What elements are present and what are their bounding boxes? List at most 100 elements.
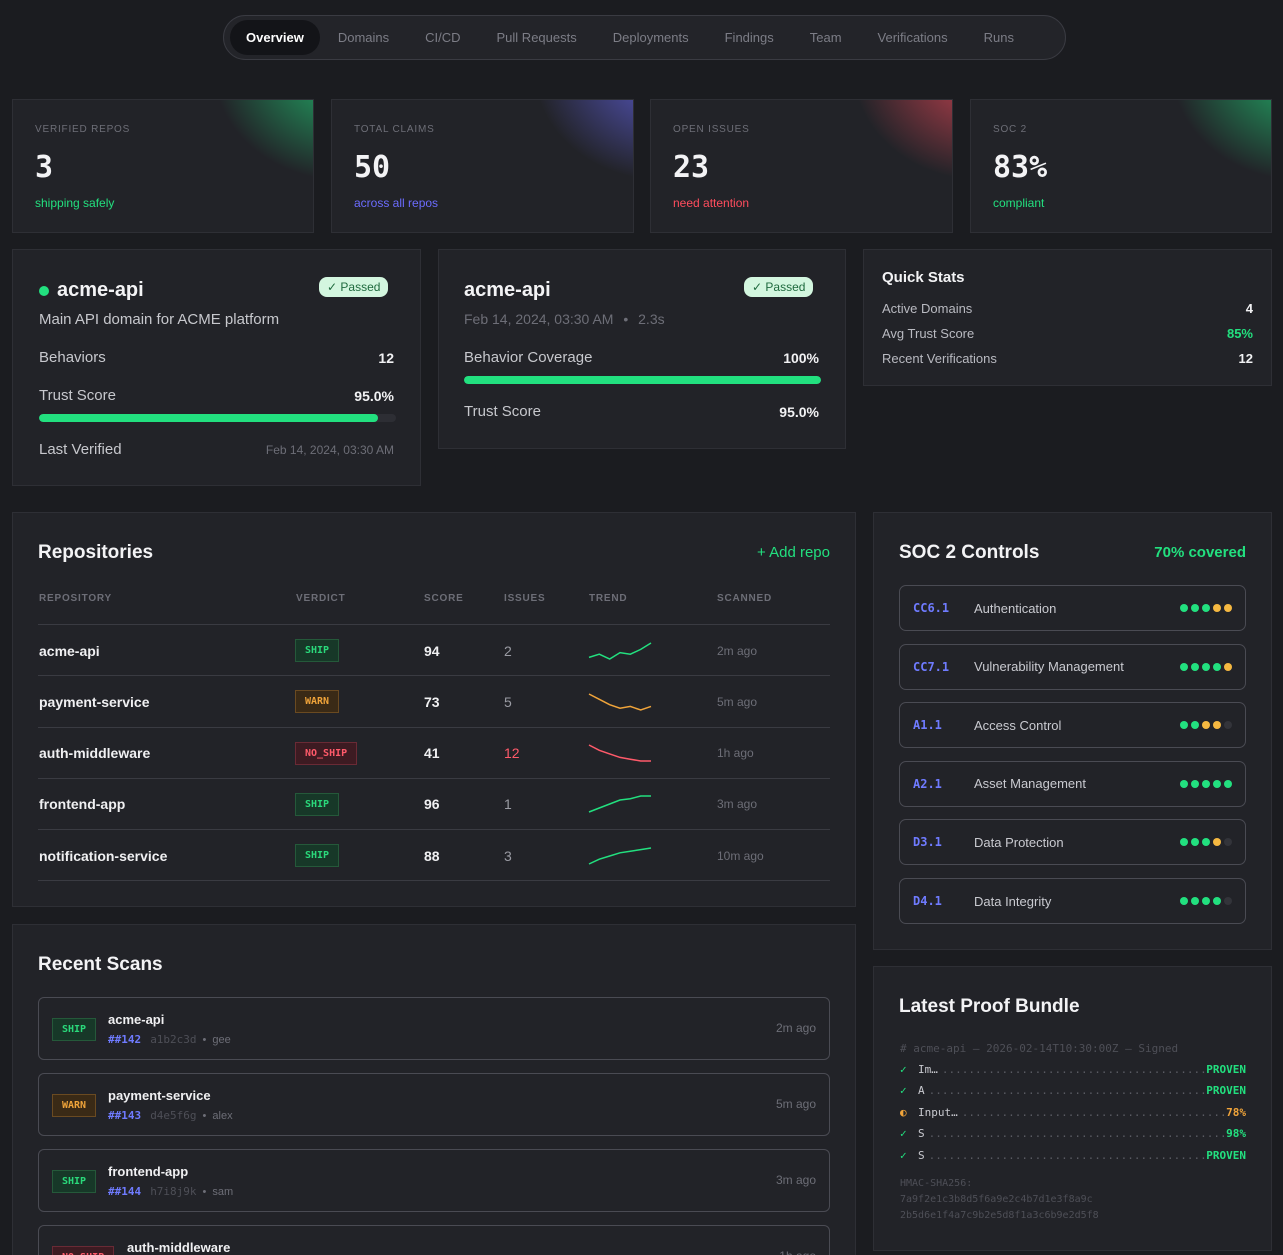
- table-row[interactable]: payment-service WARN 73 5 5m ago: [38, 675, 830, 726]
- scan-time: 5m ago: [775, 1097, 816, 1111]
- repo-name[interactable]: frontend-app: [39, 796, 126, 813]
- status-dot: [1224, 779, 1232, 788]
- quick-stat-label: Avg Trust Score: [882, 326, 975, 341]
- repo-name[interactable]: payment-service: [39, 693, 150, 710]
- proof-bundle-title: Latest Proof Bundle: [899, 996, 1080, 1017]
- stat-card-total-claims: TOTAL CLAIMS 50 across all repos: [331, 99, 634, 233]
- add-repo-button[interactable]: + Add repo: [757, 544, 830, 561]
- dot-leader: ........................................…: [961, 1105, 1227, 1119]
- verdict-badge: SHIP: [52, 1018, 97, 1041]
- scan-item[interactable]: WARN payment-service ##143 d4e5f6g • alex 5m …: [38, 1073, 830, 1136]
- column-header-trend[interactable]: TREND: [589, 593, 628, 604]
- card-glow: [842, 100, 952, 190]
- repo-scanned: 1h ago: [717, 746, 754, 761]
- verdict-badge: NO_SHIP: [295, 741, 358, 765]
- repo-issues: 12: [504, 745, 520, 762]
- tab-ci-cd[interactable]: CI/CD: [425, 30, 461, 45]
- pr-link[interactable]: ##143: [108, 1109, 142, 1122]
- stat-value: 83%: [993, 150, 1048, 185]
- dot-leader: ........................................…: [941, 1063, 1207, 1076]
- verdict-badge: WARN: [295, 690, 340, 714]
- proof-header: # acme-api — 2026-02-14T10:30:00Z — Sign…: [900, 1042, 1179, 1055]
- scan-item[interactable]: NO_SHIP auth-middleware 1h ago: [38, 1225, 830, 1255]
- tab-findings[interactable]: Findings: [724, 30, 774, 45]
- status-dot: [1180, 838, 1188, 847]
- status-dot: [1202, 604, 1210, 612]
- control-name: Access Control: [974, 717, 1062, 733]
- tab-pull-requests[interactable]: Pull Requests: [496, 30, 577, 45]
- tab-deployments[interactable]: Deployments: [612, 30, 689, 45]
- verdict-badge: SHIP: [52, 1170, 97, 1193]
- scan-item[interactable]: SHIP acme-api ##142 a1b2c3d • gee 2m ago: [38, 997, 830, 1060]
- status-dot: [1180, 604, 1188, 612]
- coverage-fill: [464, 376, 821, 384]
- meta-separator: •: [202, 1186, 207, 1198]
- status-dot: [1202, 897, 1210, 905]
- tab-verifications[interactable]: Verifications: [877, 30, 948, 45]
- repositories-panel: Repositories + Add repo REPOSITORY VERDI…: [12, 512, 856, 907]
- status-dot: [1213, 897, 1221, 905]
- repo-name[interactable]: auth-middleware: [39, 745, 151, 762]
- verification-card[interactable]: acme-api ✓ Passed Feb 14, 2024, 03:30 AM…: [438, 249, 846, 449]
- column-header-issues[interactable]: ISSUES: [504, 593, 546, 604]
- trend-sparkline: [588, 795, 651, 814]
- soc2-control-a1-1[interactable]: A1.1 Access Control: [899, 702, 1246, 749]
- quick-stats-panel: Quick Stats Active Domains 4 Avg Trust S…: [863, 249, 1272, 386]
- table-row[interactable]: frontend-app SHIP 96 1 3m ago: [38, 777, 830, 830]
- column-header-scanned[interactable]: SCANNED: [717, 593, 773, 604]
- control-status-dots: [1180, 897, 1232, 905]
- scan-author: alex: [212, 1110, 233, 1122]
- soc2-control-cc7-1[interactable]: CC7.1 Vulnerability Management: [899, 643, 1246, 690]
- trend-sparkline: [588, 744, 651, 762]
- quick-stat-value: 12: [1238, 351, 1253, 366]
- behaviors-value: 12: [378, 350, 394, 366]
- status-dot: [1213, 604, 1221, 612]
- hmac-line-1: 7a9f2e1c3b8d5f6a9e2c4b7d1e3f8a9c: [900, 1194, 1093, 1205]
- status-dot: [1202, 838, 1210, 847]
- soc2-control-cc6-1[interactable]: CC6.1 Authentication: [899, 585, 1246, 631]
- scan-item[interactable]: SHIP frontend-app ##144 h7i8j9k • sam 3m ago: [38, 1149, 830, 1212]
- column-header-repository[interactable]: REPOSITORY: [39, 593, 113, 604]
- status-badge: ✓ Passed: [319, 277, 389, 297]
- verdict-badge: SHIP: [295, 639, 340, 662]
- trust-score-value: 95.0%: [354, 388, 394, 404]
- column-header-verdict[interactable]: VERDICT: [296, 593, 346, 604]
- soc2-coverage: 70% covered: [1154, 544, 1246, 561]
- control-status-dots: [1180, 721, 1232, 730]
- proof-result: PROVEN: [1206, 1084, 1246, 1098]
- repo-scanned: 5m ago: [717, 694, 758, 709]
- scan-time: 2m ago: [775, 1021, 816, 1035]
- stat-label: OPEN ISSUES: [673, 124, 750, 135]
- control-status-dots: [1180, 662, 1232, 671]
- proof-status-icon: ✓: [900, 1148, 907, 1162]
- status-dot: [1202, 662, 1210, 671]
- recent-scans-title: Recent Scans: [38, 954, 163, 975]
- domain-card[interactable]: acme-api ✓ Passed Main API domain for AC…: [12, 249, 421, 486]
- scan-meta: ##143 d4e5f6g • alex: [108, 1109, 233, 1122]
- repo-name[interactable]: acme-api: [39, 642, 100, 659]
- tab-domains[interactable]: Domains: [337, 30, 390, 45]
- verification-duration: 2.3s: [638, 311, 665, 327]
- control-name: Asset Management: [974, 776, 1087, 792]
- table-row[interactable]: acme-api SHIP 94 2 2m ago: [38, 624, 830, 675]
- scan-meta: ##144 h7i8j9k • sam: [108, 1185, 233, 1198]
- soc2-control-a2-1[interactable]: A2.1 Asset Management: [899, 760, 1246, 807]
- tab-team[interactable]: Team: [809, 30, 842, 45]
- tab-overview[interactable]: Overview: [230, 20, 320, 55]
- scan-time: 3m ago: [775, 1173, 816, 1187]
- pr-link[interactable]: ##142: [108, 1033, 142, 1046]
- table-row[interactable]: auth-middleware NO_SHIP 41 12 1h ago: [38, 726, 830, 778]
- repo-scanned: 10m ago: [717, 848, 764, 863]
- repo-scanned: 3m ago: [717, 797, 758, 812]
- verdict-cell: SHIP: [295, 779, 340, 830]
- soc2-control-d4-1[interactable]: D4.1 Data Integrity: [899, 878, 1246, 924]
- repo-name[interactable]: notification-service: [39, 847, 168, 864]
- scan-author: sam: [212, 1186, 234, 1198]
- pr-link[interactable]: ##144: [108, 1185, 142, 1198]
- coverage-value: 100%: [783, 350, 819, 366]
- soc2-control-d3-1[interactable]: D3.1 Data Protection: [899, 819, 1246, 866]
- column-header-score[interactable]: SCORE: [424, 593, 464, 604]
- table-row[interactable]: notification-service SHIP 88 3 10m ago: [38, 829, 830, 880]
- tab-runs[interactable]: Runs: [983, 30, 1014, 45]
- stat-label: SOC 2: [993, 124, 1028, 135]
